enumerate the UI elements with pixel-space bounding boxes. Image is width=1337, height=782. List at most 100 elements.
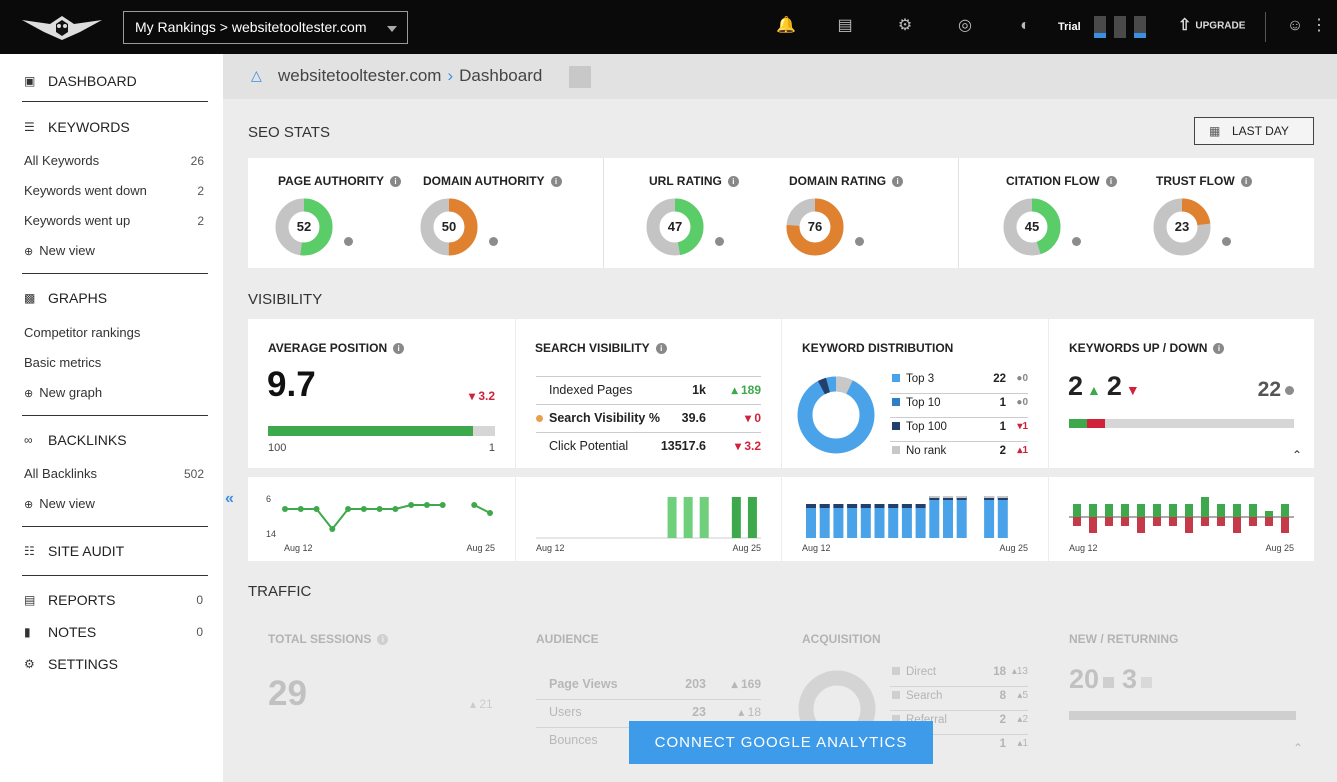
sidebar-subitem-all-keywords[interactable]: All Keywords 26	[24, 152, 204, 170]
status-dot	[1222, 237, 1231, 246]
breadcrumb-site[interactable]: websitetooltester.com	[278, 66, 442, 85]
average-position-value: 9.7	[267, 365, 316, 404]
status-dot	[344, 237, 353, 246]
dashboard-settings-button[interactable]	[569, 66, 591, 88]
sidebar-subitem-keywords-went-down[interactable]: Keywords went down 2	[24, 182, 204, 200]
info-icon[interactable]: i	[655, 343, 667, 354]
sidebar-item-graphs[interactable]: ▩ GRAPHS	[24, 288, 209, 308]
info-icon[interactable]: i	[1105, 176, 1117, 187]
row-label: Top 100	[906, 421, 947, 433]
position-bar-fill	[268, 426, 473, 436]
keyword-distribution-row: Top 100 1 ▾1	[892, 417, 1028, 437]
donut-fill	[1003, 198, 1061, 256]
connect-google-analytics-button[interactable]: CONNECT GOOGLE ANALYTICS	[629, 721, 933, 764]
down-arrow-icon: ▾	[468, 389, 479, 403]
upgrade-icon: ⇧	[1178, 17, 1192, 34]
contrast-icon[interactable]: ◐	[1020, 17, 1030, 34]
keyword-distribution-row: No rank 2 ▴1	[892, 441, 1028, 461]
project-selector[interactable]: My Rankings > websitetooltester.com	[123, 11, 408, 44]
seo-metric-title: URL RATING i	[649, 174, 739, 188]
list-icon: ☰	[24, 120, 35, 134]
search-visibility-chart: Aug 12 Aug 25	[536, 497, 761, 553]
change-value: 0	[754, 411, 761, 425]
seo-metric-title: DOMAIN AUTHORITY i	[423, 174, 562, 188]
row-label: Top 3	[906, 373, 935, 385]
more-icon[interactable]: ⋮	[1311, 17, 1327, 34]
info-icon[interactable]: i	[727, 176, 739, 187]
audience-row: Page Views 203 ▴ 169	[549, 674, 761, 694]
status-dot	[1285, 386, 1294, 395]
info-icon[interactable]: i	[892, 176, 904, 187]
bar-down	[1073, 517, 1081, 526]
divider	[22, 415, 208, 416]
keyword-distribution-donut	[797, 376, 875, 454]
info-icon[interactable]: i	[390, 176, 402, 187]
divider	[890, 710, 1028, 711]
bar-down	[1169, 517, 1177, 526]
metric-value: 45	[1024, 219, 1040, 234]
cube-icon: ▣	[24, 74, 36, 88]
donut-chart	[420, 198, 478, 256]
sidebar-subitem-all-backlinks[interactable]: All Backlinks 502	[24, 465, 204, 483]
row-value: 22	[993, 373, 1006, 385]
info-icon[interactable]: i	[393, 343, 405, 354]
bar-up	[1281, 504, 1289, 517]
metric-label: DOMAIN AUTHORITY	[423, 174, 545, 188]
bar-up	[1105, 504, 1113, 517]
keywords-up-count: 2 ▲ 2 ▼	[1068, 371, 1140, 402]
row-change: ●0	[1016, 369, 1028, 389]
seo-metric-donut: 23	[1153, 198, 1211, 256]
donut-fill	[1153, 198, 1211, 256]
help-icon[interactable]: ◎	[958, 17, 972, 34]
sidebar-item-keywords[interactable]: ☰ KEYWORDS	[24, 117, 209, 137]
logo-icon[interactable]	[20, 12, 104, 42]
donut-chart	[275, 198, 333, 256]
bar-cap	[847, 504, 858, 508]
info-icon: i	[377, 634, 389, 645]
sidebar-item-reports[interactable]: ▤ REPORTS 0	[24, 590, 209, 610]
row-change: ▴13	[1012, 662, 1028, 682]
collapse-sidebar-icon[interactable]: «	[225, 490, 234, 507]
metric-value: 47	[667, 219, 683, 234]
data-point	[376, 506, 383, 512]
gear-icon[interactable]: ⚙	[897, 17, 913, 34]
bell-icon[interactable]: 🔔	[776, 17, 796, 34]
upgrade-button[interactable]: ⇧ UPGRADE	[1178, 14, 1245, 39]
bar-up	[1249, 504, 1257, 517]
bar-up	[1185, 504, 1193, 517]
updown-bar	[1069, 419, 1294, 428]
chevron-up-icon[interactable]: ⌃	[1291, 448, 1302, 462]
info-icon[interactable]: i	[550, 176, 562, 187]
sidebar-subitem-label: Basic metrics	[24, 355, 102, 370]
info-icon[interactable]: i	[1240, 176, 1252, 187]
sidebar-subitem-keywords-went-up[interactable]: Keywords went up 2	[24, 212, 204, 230]
sidebar-subitem-label: New graph	[39, 385, 103, 400]
sidebar-subitem-label: New view	[39, 496, 95, 511]
sidebar-subitem-basic-metrics[interactable]: Basic metrics	[24, 354, 204, 372]
divider	[22, 273, 208, 274]
keyword-distribution-title: KEYWORD DISTRIBUTION	[802, 341, 954, 355]
keyword-distribution-row: Top 3 22 ●0	[892, 369, 1028, 389]
new-view-button[interactable]: ⊕ New view	[24, 495, 204, 513]
new-view-button[interactable]: ⊕ New view	[24, 242, 204, 260]
date-range-button[interactable]: ▦ LAST DAY	[1194, 117, 1314, 145]
total-sessions-change: ▴ 21	[470, 697, 493, 711]
new-graph-button[interactable]: ⊕ New graph	[24, 384, 204, 402]
info-icon[interactable]: i	[1213, 343, 1225, 354]
status-dot	[715, 237, 724, 246]
row-label: Users	[549, 705, 582, 719]
sidebar-item-backlinks[interactable]: ∞ BACKLINKS	[24, 430, 209, 450]
status-dot	[1072, 237, 1081, 246]
acquisition-title: ACQUISITION	[802, 632, 881, 646]
sidebar-item-dashboard[interactable]: ▣ DASHBOARD	[24, 71, 209, 91]
user-icon[interactable]: ☺	[1286, 17, 1304, 34]
document-icon[interactable]: ▤	[837, 17, 853, 34]
sidebar-subitem-competitor-rankings[interactable]: Competitor rankings	[24, 324, 204, 342]
divider	[958, 158, 959, 268]
sidebar-item-settings[interactable]: ⚙ SETTINGS	[24, 654, 209, 674]
bar-down	[1105, 517, 1113, 526]
bar-cap	[915, 504, 926, 508]
change-value: 13	[1016, 666, 1028, 677]
sidebar-item-notes[interactable]: ▮ NOTES 0	[24, 622, 209, 642]
sidebar-item-site-audit[interactable]: ☷ SITE AUDIT	[24, 541, 209, 561]
